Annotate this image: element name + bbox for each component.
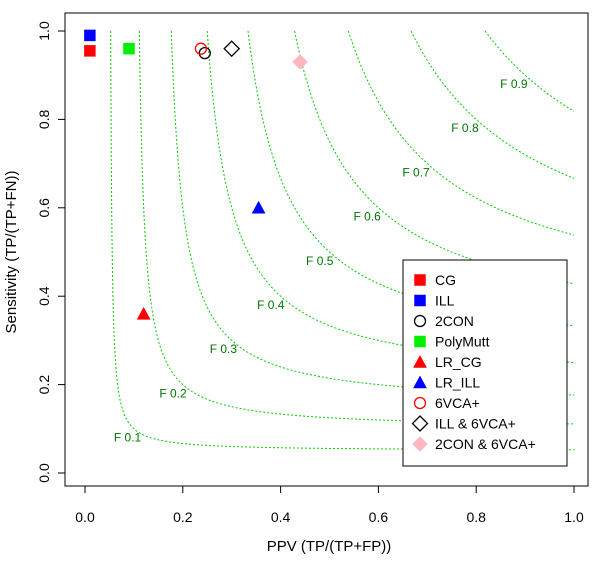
iso-f-line <box>347 30 575 236</box>
data-point-lr-ill <box>251 200 266 214</box>
legend-label: ILL & 6VCA+ <box>435 416 516 432</box>
data-point-6vca- <box>194 42 208 55</box>
data-point-lr-cg <box>136 306 151 320</box>
iso-f-label: F 0.6 <box>353 210 381 224</box>
legend: CG ILL 2CON PolyMutt LR_CG LR_ILL 6VCA+ ILL & 6… <box>402 259 568 467</box>
x-tick-label: 0.6 <box>369 509 389 525</box>
x-tick-label: 0.0 <box>75 509 95 525</box>
y-tick-label: 0.6 <box>36 198 52 218</box>
legend-box <box>402 259 568 467</box>
iso-f-line <box>294 30 575 285</box>
x-tick-label: 0.8 <box>466 509 486 525</box>
legend-marker-2con <box>413 314 427 328</box>
legend-marker-ill-6vca- <box>411 415 429 432</box>
legend-label: 6VCA+ <box>435 395 480 411</box>
legend-marker-lr-ill <box>413 375 427 389</box>
y-tick-label: 0.4 <box>36 286 52 306</box>
data-points <box>84 29 309 320</box>
iso-f-label: F 0.1 <box>114 431 142 445</box>
iso-f-label: F 0.5 <box>306 254 334 268</box>
legend-marker-lr-cg <box>413 354 427 368</box>
data-point-ill <box>84 29 96 42</box>
y-tick-label: 0.8 <box>36 109 52 129</box>
iso-f-labels: F 0.1 F 0.2 F 0.3 F 0.4 F 0.5 F 0.6 F 0.7 F 0.8… <box>114 77 528 445</box>
x-axis-label: PPV (TP/(TP+FP)) <box>267 538 392 555</box>
iso-f-label: F 0.9 <box>500 77 528 91</box>
legend-label: LR_ILL <box>435 375 480 391</box>
data-point-2con-6vca- <box>292 54 309 70</box>
data-point-ill-6vca- <box>223 40 241 58</box>
iso-f-line <box>170 30 575 396</box>
x-axis: 0.0 0.2 0.4 0.6 0.8 1.0 <box>75 485 584 525</box>
iso-f-line <box>410 30 575 179</box>
legend-marker-6vca- <box>413 396 427 410</box>
y-tick-label: 0.2 <box>36 375 52 395</box>
legend-items: CG ILL 2CON PolyMutt LR_CG LR_ILL 6VCA+ ILL & 6… <box>411 272 536 452</box>
y-axis: 0.0 0.2 0.4 0.6 0.8 1.0 <box>36 21 66 483</box>
legend-label: PolyMutt <box>435 334 490 350</box>
y-tick-label: 1.0 <box>36 21 52 41</box>
iso-f-label: F 0.3 <box>210 342 238 356</box>
data-point-2con <box>198 46 211 60</box>
legend-marker-ill <box>414 294 426 307</box>
x-tick-label: 0.4 <box>271 509 291 525</box>
iso-f-label: F 0.7 <box>402 165 430 179</box>
legend-marker-polymutt <box>414 335 426 348</box>
data-point-polymutt <box>123 42 135 55</box>
legend-label: 2CON & 6VCA+ <box>435 436 536 452</box>
data-point-cg <box>84 45 96 57</box>
iso-f-label: F 0.8 <box>451 121 479 135</box>
legend-marker-cg <box>414 274 426 286</box>
iso-f-label: F 0.4 <box>257 298 285 312</box>
legend-label: CG <box>435 272 456 288</box>
iso-f-line <box>110 30 575 451</box>
iso-f-label: F 0.2 <box>159 386 187 400</box>
x-tick-label: 1.0 <box>564 509 584 525</box>
y-axis-label: Sensitivity (TP/(TP+FN)) <box>3 171 20 334</box>
legend-label: LR_CG <box>435 354 482 370</box>
y-tick-label: 0.0 <box>36 463 52 483</box>
legend-label: ILL <box>435 293 455 309</box>
legend-marker-2con-6vca- <box>412 436 428 452</box>
x-tick-label: 0.2 <box>173 509 193 525</box>
iso-f-line <box>484 30 575 112</box>
legend-label: 2CON <box>435 313 474 329</box>
